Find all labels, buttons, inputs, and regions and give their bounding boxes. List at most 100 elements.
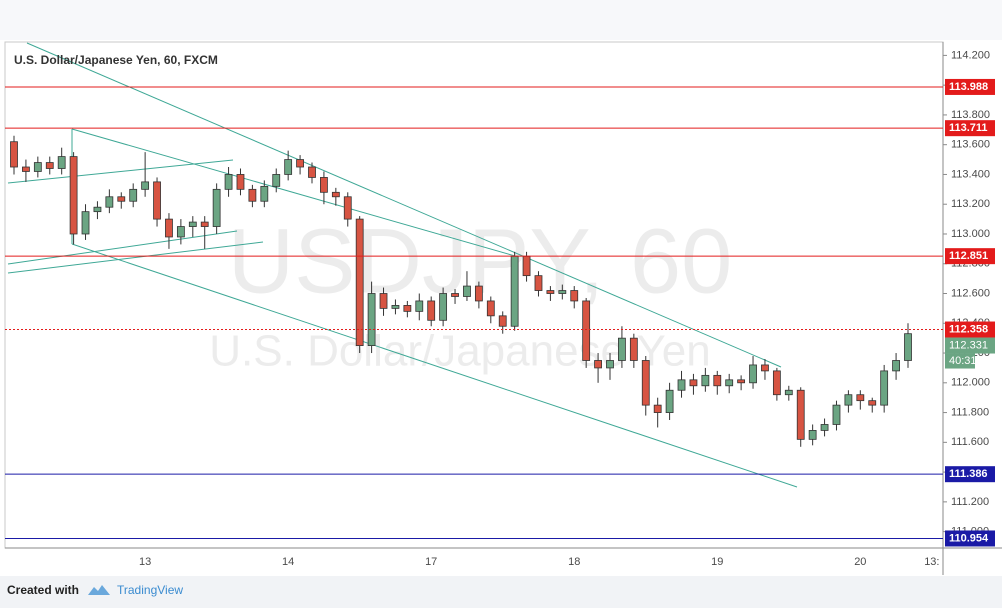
candle-body — [522, 255, 531, 277]
candle-body — [343, 196, 352, 220]
candle-body — [796, 389, 805, 440]
candle-body — [761, 364, 769, 372]
y-tick-label: 113.200 — [951, 198, 990, 210]
x-tick-label: 14 — [282, 556, 294, 568]
candle-body — [69, 156, 78, 235]
candle-body — [451, 293, 459, 297]
candle-body — [117, 196, 126, 202]
candle-body — [320, 177, 328, 193]
candle-body — [486, 300, 495, 317]
x-tick-label: 17 — [425, 556, 437, 568]
candle-body — [415, 300, 424, 312]
y-tick-label: 112.000 — [951, 377, 990, 389]
level-label-bg — [945, 466, 995, 483]
level-label-bg — [945, 530, 995, 547]
candle-body — [570, 290, 579, 302]
trend-line — [71, 128, 516, 257]
y-tick-label: 114.200 — [951, 49, 990, 61]
candle-body — [463, 285, 471, 297]
trend-line — [7, 241, 264, 274]
level-label: 113.988 — [949, 81, 988, 93]
candle-body — [618, 337, 626, 361]
candle-body — [689, 379, 698, 387]
level-label-bg — [945, 248, 995, 265]
y-tick-label: 112.600 — [951, 287, 990, 299]
y-tick-label: 113.000 — [951, 228, 990, 240]
candle-body — [200, 221, 209, 227]
candle-body — [212, 188, 221, 227]
level-label-bg — [945, 78, 995, 95]
footer-created-with: Created with — [7, 583, 79, 597]
y-tick-label: 113.800 — [951, 109, 990, 121]
candle-body — [784, 389, 793, 396]
candle-body — [880, 370, 889, 406]
candle-body — [403, 305, 412, 312]
candle-body — [713, 374, 722, 387]
candle-body — [165, 218, 173, 238]
candle-body — [81, 211, 90, 235]
candle-body — [260, 185, 269, 202]
trend-line — [7, 159, 234, 184]
candle-body — [33, 162, 42, 172]
candle-body — [129, 188, 138, 202]
level-label: 111.386 — [949, 468, 988, 480]
x-tick-label: 20 — [854, 556, 866, 568]
candle-body — [284, 159, 293, 175]
candle-body — [737, 379, 746, 384]
price-label: 112.358 — [949, 323, 988, 335]
candle-body — [677, 379, 686, 391]
candle-body — [93, 206, 102, 213]
candle-body — [498, 315, 507, 327]
candle-body — [820, 424, 829, 431]
trend-lines — [7, 42, 798, 488]
candle-body — [808, 430, 817, 440]
candle-body — [868, 400, 877, 406]
countdown-bg — [945, 353, 975, 369]
x-tick-label: 18 — [568, 556, 580, 568]
y-tick-label: 111.200 — [951, 496, 989, 508]
candle-body — [856, 394, 865, 402]
candle-body — [594, 360, 602, 369]
candle-body — [510, 255, 519, 327]
candle-body — [474, 285, 483, 302]
candle-body — [725, 379, 734, 387]
candle-body — [844, 394, 853, 406]
candle-body — [367, 293, 376, 347]
candle-body — [248, 188, 257, 202]
trend-line — [71, 243, 798, 488]
candle-body — [832, 404, 841, 425]
candle-body — [141, 181, 150, 190]
candle-body — [534, 275, 543, 291]
candle-body — [22, 166, 30, 172]
candle-body — [236, 174, 245, 190]
candle-body — [546, 290, 555, 294]
trend-line — [26, 42, 782, 368]
level-label: 110.954 — [949, 532, 989, 544]
candle-body — [892, 360, 900, 372]
last-close-label: 112.331 — [949, 339, 988, 351]
footer-brand[interactable]: TradingView — [117, 583, 183, 597]
candle-body — [176, 226, 185, 238]
candles — [10, 135, 912, 447]
watermark-subtitle: U.S. Dollar/Japanese Yen — [209, 327, 710, 376]
candle-body — [653, 404, 662, 413]
x-tick-label: 19 — [711, 556, 723, 568]
level-label-bg — [945, 120, 995, 137]
trend-line — [7, 230, 238, 265]
brand-logo — [88, 585, 110, 595]
candle-body — [749, 364, 757, 384]
candle-body — [772, 370, 781, 396]
candle-body — [331, 191, 340, 198]
candle-body — [296, 159, 304, 168]
chart-title: U.S. Dollar/Japanese Yen, 60, FXCM — [14, 53, 218, 67]
y-tick-label: 111.800 — [951, 406, 989, 418]
candle-body — [272, 174, 281, 187]
candle-body — [105, 196, 114, 208]
axes: 111.000111.200111.400111.600111.800112.0… — [5, 49, 995, 568]
y-tick-label: 113.600 — [951, 139, 990, 151]
candle-body — [224, 174, 233, 190]
candle-body — [904, 333, 912, 361]
candle-body — [427, 300, 436, 321]
